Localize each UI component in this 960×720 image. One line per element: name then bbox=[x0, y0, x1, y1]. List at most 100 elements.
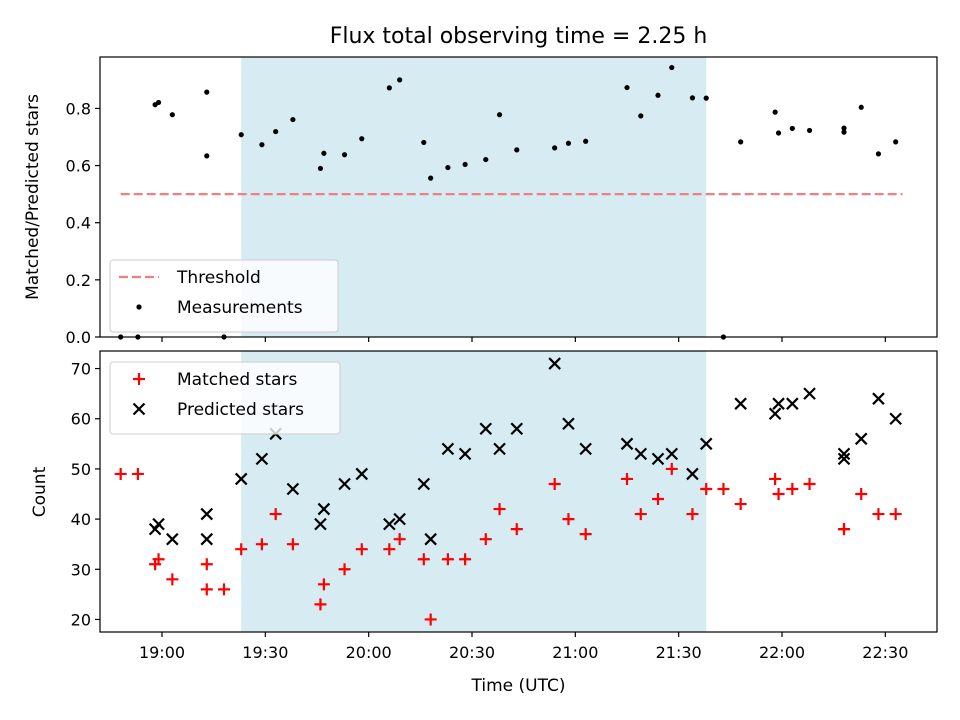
bottom-point bbox=[652, 493, 664, 506]
bottom-point bbox=[717, 482, 730, 495]
bottom-point bbox=[152, 517, 165, 531]
bottom-point bbox=[562, 417, 575, 431]
top-legend-handle bbox=[136, 304, 142, 310]
bottom-point bbox=[510, 422, 524, 436]
bottom-point bbox=[355, 543, 368, 556]
x-axis-label: Time (UTC) bbox=[471, 676, 566, 696]
bottom-point bbox=[768, 407, 782, 421]
bottom-point bbox=[424, 613, 437, 626]
top-point bbox=[655, 92, 661, 98]
bottom-point bbox=[699, 437, 713, 451]
bottom-point bbox=[854, 432, 868, 446]
bottom-x-tick-label: 22:00 bbox=[759, 643, 805, 662]
bottom-legend-label: Matched stars bbox=[177, 370, 297, 390]
top-point bbox=[273, 128, 279, 135]
top-point bbox=[775, 130, 782, 136]
top-point bbox=[858, 104, 864, 110]
top-y-tick-label: 0.0 bbox=[66, 328, 91, 347]
bottom-point bbox=[686, 508, 699, 521]
bottom-point bbox=[393, 512, 406, 526]
bottom-point bbox=[837, 452, 851, 466]
bottom-axes-frame bbox=[99, 350, 938, 633]
bottom-point bbox=[441, 553, 454, 566]
bottom-point bbox=[269, 508, 282, 521]
bottom-panel: 20 30 40 50 60 70 19:00 19:30 20:00 20:30 21:00 21:… bbox=[71, 350, 938, 662]
bottom-x-tick-label: 19:30 bbox=[242, 643, 288, 662]
bottom-point bbox=[255, 538, 268, 551]
top-point bbox=[669, 64, 675, 71]
top-point bbox=[428, 175, 434, 181]
bottom-point bbox=[152, 553, 165, 566]
bottom-point bbox=[200, 583, 213, 596]
top-point bbox=[421, 139, 427, 146]
bottom-legend bbox=[109, 361, 341, 435]
top-point bbox=[841, 125, 847, 131]
bottom-series-matched-stars bbox=[114, 462, 902, 626]
bottom-point bbox=[338, 477, 351, 491]
bottom-point bbox=[441, 442, 455, 456]
bottom-point bbox=[548, 477, 561, 490]
bottom-point bbox=[131, 467, 144, 480]
bottom-legend-label: Predicted stars bbox=[177, 400, 304, 420]
bottom-point bbox=[837, 447, 851, 461]
bottom-point bbox=[493, 503, 506, 516]
bottom-point bbox=[200, 558, 213, 571]
bottom-point bbox=[734, 498, 747, 511]
bottom-point bbox=[218, 583, 230, 596]
bottom-point bbox=[314, 517, 327, 531]
top-point bbox=[703, 95, 709, 101]
top-axes-frame bbox=[99, 56, 938, 338]
bottom-point bbox=[393, 533, 406, 546]
bottom-point bbox=[510, 523, 523, 536]
top-y-tick-label: 0.6 bbox=[66, 157, 91, 176]
top-point bbox=[496, 112, 503, 118]
bottom-point bbox=[651, 452, 665, 466]
bottom-x-tick-label: 22:30 bbox=[862, 643, 908, 662]
top-point bbox=[321, 150, 327, 156]
bottom-x-tick-label: 20:00 bbox=[346, 643, 392, 662]
bottom-point bbox=[803, 477, 816, 490]
bottom-point bbox=[166, 532, 179, 546]
top-legend-label: Measurements bbox=[177, 298, 303, 318]
top-point bbox=[204, 89, 210, 95]
bottom-point bbox=[634, 508, 647, 521]
chart-title: Flux total observing time = 2.25 h bbox=[330, 24, 708, 49]
top-point bbox=[483, 156, 489, 163]
bottom-point bbox=[700, 482, 713, 495]
bottom-y-tick-label: 30 bbox=[71, 560, 91, 579]
bottom-point bbox=[338, 563, 351, 576]
bottom-point bbox=[479, 422, 493, 436]
bottom-point bbox=[417, 477, 431, 491]
bottom-point bbox=[479, 533, 492, 546]
top-point bbox=[552, 145, 558, 151]
bottom-y-tick-label: 70 bbox=[71, 360, 91, 379]
bottom-point bbox=[889, 508, 902, 521]
bottom-point bbox=[255, 452, 269, 466]
top-point bbox=[583, 138, 589, 144]
bottom-point bbox=[548, 357, 561, 370]
bottom-y-axis-label: Count bbox=[30, 466, 50, 517]
bottom-point bbox=[458, 447, 472, 461]
bottom-point bbox=[786, 482, 799, 495]
bottom-x-tick-label: 20:30 bbox=[449, 643, 495, 662]
top-point bbox=[462, 161, 468, 168]
top-panel: 0.0 0.2 0.4 0.6 0.8 Threshold Measurements bbox=[66, 56, 938, 347]
bottom-point bbox=[621, 472, 633, 485]
top-series-measurements bbox=[118, 64, 899, 340]
bottom-point bbox=[872, 508, 885, 521]
top-point bbox=[565, 140, 572, 146]
bottom-point bbox=[786, 397, 799, 410]
bottom-point bbox=[665, 447, 679, 461]
bottom-point bbox=[665, 462, 678, 475]
bottom-x-tick-label: 19:00 bbox=[139, 643, 185, 662]
bottom-point bbox=[493, 442, 506, 456]
bottom-point bbox=[579, 442, 592, 456]
top-point bbox=[806, 127, 813, 134]
top-point bbox=[514, 147, 520, 153]
bottom-point bbox=[734, 397, 747, 410]
top-point bbox=[259, 142, 265, 148]
bottom-point bbox=[459, 553, 472, 566]
bottom-point bbox=[286, 538, 299, 551]
bottom-point bbox=[314, 598, 327, 611]
